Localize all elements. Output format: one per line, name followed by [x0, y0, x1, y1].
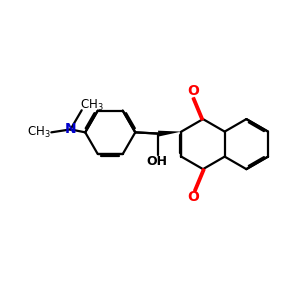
Text: CH$_3$: CH$_3$	[27, 125, 51, 140]
Text: CH$_3$: CH$_3$	[80, 98, 104, 113]
Text: O: O	[187, 84, 199, 98]
Polygon shape	[158, 131, 181, 137]
Text: O: O	[187, 190, 199, 204]
Text: OH: OH	[146, 155, 167, 168]
Text: N: N	[65, 122, 76, 136]
